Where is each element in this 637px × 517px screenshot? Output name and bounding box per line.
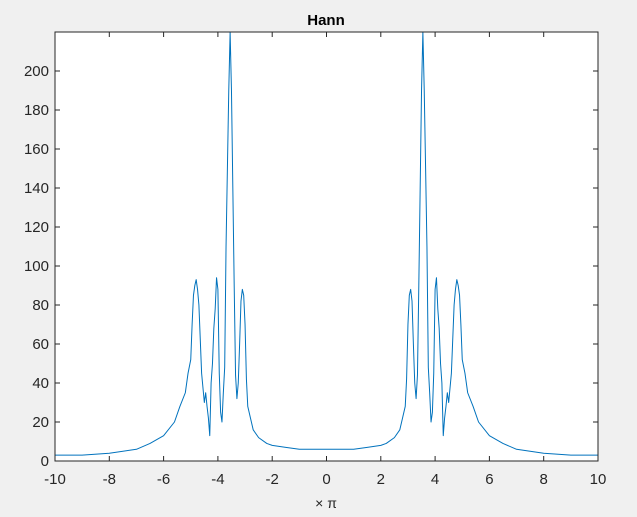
x-tick-label: 10: [590, 471, 607, 488]
x-tick-label: -2: [266, 471, 279, 488]
chart-title: Hann: [307, 12, 345, 29]
series-line-0: [55, 32, 598, 456]
x-tick-label: -6: [157, 471, 170, 488]
y-tick-label: 0: [41, 453, 49, 470]
tick-layer: -10 -8 -6 -4 -2 0 2 4 6 8 100204060801001201401601…: [24, 32, 606, 488]
axes-box: [54, 31, 599, 462]
x-tick-label: 2: [377, 471, 385, 488]
y-tick-label: 160: [24, 141, 49, 158]
y-tick-label: 120: [24, 219, 49, 236]
y-tick-label: 100: [24, 258, 49, 275]
x-tick-label: 8: [540, 471, 548, 488]
x-tick-label: -10: [44, 471, 66, 488]
y-tick-label: 20: [32, 414, 49, 431]
axes-background: [55, 32, 598, 461]
y-tick-label: 40: [32, 375, 49, 392]
x-tick-label: -8: [103, 471, 116, 488]
plot-layer: [55, 32, 598, 456]
x-tick-label: -4: [211, 471, 224, 488]
x-axis-label: × π: [315, 495, 337, 511]
x-tick-label: 0: [322, 471, 330, 488]
y-tick-label: 140: [24, 180, 49, 197]
x-tick-label: 6: [485, 471, 493, 488]
y-tick-label: 80: [32, 297, 49, 314]
x-tick-label: 4: [431, 471, 439, 488]
y-tick-label: 60: [32, 336, 49, 353]
y-tick-label: 200: [24, 63, 49, 80]
y-tick-label: 180: [24, 102, 49, 119]
